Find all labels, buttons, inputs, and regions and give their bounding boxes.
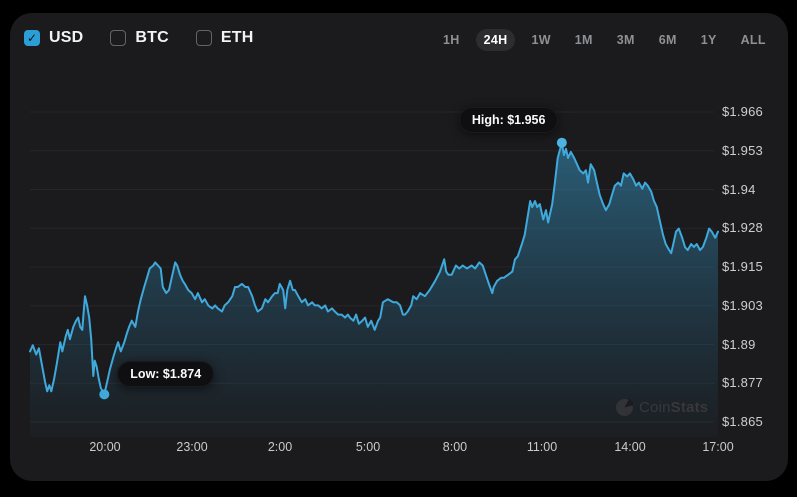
- x-axis-label: 17:00: [702, 440, 734, 454]
- low-tooltip: Low: $1.874: [117, 361, 215, 388]
- x-axis-label: 20:00: [89, 440, 121, 454]
- y-axis-label: $1.94: [722, 181, 756, 197]
- x-axis-label: 14:00: [614, 440, 646, 454]
- checkmark-icon: ✓: [26, 31, 38, 45]
- coinstats-logo-icon: [616, 399, 633, 416]
- watermark-text: CoinStats: [639, 399, 709, 416]
- range-button-3m[interactable]: 3M: [609, 29, 643, 51]
- coin-toggle-label: BTC: [135, 29, 169, 46]
- y-axis-label: $1.865: [722, 414, 763, 429]
- checkbox[interactable]: ✓: [110, 30, 127, 46]
- time-range-group: 1H 24H 1W 1M 3M 6M 1Y ALL: [435, 29, 774, 51]
- range-button-6m[interactable]: 6M: [651, 29, 685, 51]
- coin-toggle-btc[interactable]: ✓ BTC: [110, 29, 169, 47]
- y-axis-label: $1.928: [722, 220, 763, 236]
- x-axis-label: 23:00: [176, 440, 208, 454]
- x-axis-label: 5:00: [355, 440, 381, 454]
- checkbox[interactable]: ✓: [24, 30, 40, 46]
- y-axis-label: $1.953: [722, 142, 763, 158]
- high-tooltip: High: $1.956: [458, 106, 559, 133]
- low-point-marker[interactable]: [99, 389, 110, 400]
- coin-toggle-group: ✓ USD ✓ BTC ✓ ETH: [24, 29, 253, 47]
- y-axis-label: $1.89: [722, 336, 756, 352]
- x-axis-label: 8:00: [442, 440, 468, 454]
- coin-toggle-eth[interactable]: ✓ ETH: [195, 29, 254, 47]
- coin-toggle-label: USD: [49, 29, 84, 46]
- price-line: [29, 141, 719, 396]
- range-button-1h[interactable]: 1H: [435, 29, 468, 51]
- checkbox[interactable]: ✓: [195, 30, 212, 46]
- range-button-1m[interactable]: 1M: [567, 29, 601, 51]
- high-point-marker[interactable]: [556, 137, 567, 148]
- y-axis-label: $1.877: [722, 375, 763, 391]
- y-axis-label: $1.966: [722, 104, 763, 119]
- y-axis-label: $1.915: [722, 259, 763, 274]
- watermark: CoinStats: [616, 399, 708, 416]
- coin-toggle-usd[interactable]: ✓ USD: [24, 29, 83, 47]
- coin-toggle-label: ETH: [220, 29, 254, 46]
- x-axis-label: 2:00: [267, 440, 293, 454]
- range-button-all[interactable]: ALL: [733, 29, 774, 51]
- range-button-24h[interactable]: 24H: [475, 29, 516, 51]
- x-axis-label: 11:00: [526, 440, 558, 454]
- range-button-1y[interactable]: 1Y: [693, 29, 725, 51]
- range-button-1w[interactable]: 1W: [523, 29, 558, 51]
- y-axis-label: $1.903: [722, 297, 763, 313]
